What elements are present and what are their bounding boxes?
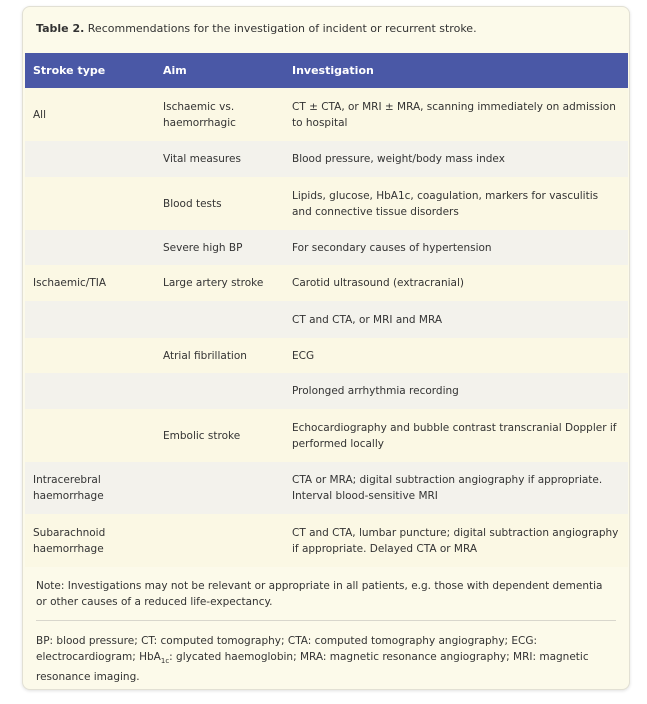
abbr-subscript: 1c xyxy=(160,657,170,666)
table-cell: Severe high BP xyxy=(155,230,284,265)
table-cell: ECG xyxy=(284,338,628,373)
abbreviations: BP: blood pressure; CT: computed tomogra… xyxy=(36,633,616,685)
table-cell xyxy=(155,514,284,567)
table-row: Blood tests Lipids, glucose, HbA1c, coagu… xyxy=(25,177,628,230)
table-cell: Lipids, glucose, HbA1c, coagulation, mar… xyxy=(284,177,628,230)
table-cell: All xyxy=(25,88,155,141)
table-cell: Prolonged arrhythmia recording xyxy=(284,373,628,409)
table-row: Atrial fibrillation ECG xyxy=(25,338,628,373)
table-caption: Table 2. Recommendations for the investi… xyxy=(36,22,477,35)
table-cell xyxy=(25,141,155,177)
table-cell: Echocardiography and bubble contrast tra… xyxy=(284,409,628,462)
table-row: Embolic stroke Echocardiography and bubbl… xyxy=(25,409,628,462)
table-cell: Vital measures xyxy=(155,141,284,177)
table-cell xyxy=(155,462,284,514)
table-row: Ischaemic/TIA Large artery stroke Carotid … xyxy=(25,265,628,301)
abbr-text: : glycated haemoglobin; MRA: magnetic re… xyxy=(36,651,589,684)
table-row: Vital measures Blood pressure, weight/bod… xyxy=(25,141,628,177)
table-cell: Blood pressure, weight/body mass index xyxy=(284,141,628,177)
table-cell xyxy=(25,409,155,462)
table-cell xyxy=(25,301,155,338)
header-cell: Aim xyxy=(155,53,284,88)
table-cell: Blood tests xyxy=(155,177,284,230)
table-card: Table 2. Recommendations for the investi… xyxy=(22,6,630,690)
table-row: Severe high BP For secondary causes of hy… xyxy=(25,230,628,265)
table-cell: CT and CTA, or MRI and MRA xyxy=(284,301,628,338)
caption-text: Recommendations for the investigation of… xyxy=(84,22,477,35)
table-cell: Large artery stroke xyxy=(155,265,284,301)
table-cell xyxy=(25,177,155,230)
table-cell xyxy=(25,338,155,373)
table: Stroke type Aim Investigation All Ischaemic… xyxy=(25,53,628,567)
table-row: CT and CTA, or MRI and MRA xyxy=(25,301,628,338)
header-cell: Stroke type xyxy=(25,53,155,88)
table-row: Subarachnoid haemorrhage CT and CTA, lumb… xyxy=(25,514,628,567)
table-row: Intracerebral haemorrhage CTA or MRA; dig… xyxy=(25,462,628,514)
table-row: All Ischaemic vs. haemorrhagic CT ± CTA, o… xyxy=(25,88,628,141)
table-cell xyxy=(155,373,284,409)
abbr-text: BP: blood pressure; CT: computed tomogra… xyxy=(36,635,538,663)
table-cell: Subarachnoid haemorrhage xyxy=(25,514,155,567)
note: Note: Investigations may not be relevant… xyxy=(36,580,603,608)
table-cell: Ischaemic/TIA xyxy=(25,265,155,301)
divider xyxy=(36,620,616,621)
table-cell: CTA or MRA; digital subtraction angiogra… xyxy=(284,462,628,514)
table-cell: Embolic stroke xyxy=(155,409,284,462)
table-cell xyxy=(155,301,284,338)
table-cell: For secondary causes of hypertension xyxy=(284,230,628,265)
header-row: Stroke type Aim Investigation xyxy=(25,53,628,88)
table-cell: CT ± CTA, or MRI ± MRA, scanning immedia… xyxy=(284,88,628,141)
header-cell: Investigation xyxy=(284,53,628,88)
table-cell: Intracerebral haemorrhage xyxy=(25,462,155,514)
caption-label: Table 2. xyxy=(36,22,85,35)
table-cell: Atrial fibrillation xyxy=(155,338,284,373)
table-body: All Ischaemic vs. haemorrhagic CT ± CTA, o… xyxy=(25,88,628,567)
table-cell: Ischaemic vs. haemorrhagic xyxy=(155,88,284,141)
table-cell xyxy=(25,373,155,409)
table-cell: CT and CTA, lumbar puncture; digital sub… xyxy=(284,514,628,567)
table-row: Prolonged arrhythmia recording xyxy=(25,373,628,409)
table-cell xyxy=(25,230,155,265)
table-cell: Carotid ultrasound (extracranial) xyxy=(284,265,628,301)
